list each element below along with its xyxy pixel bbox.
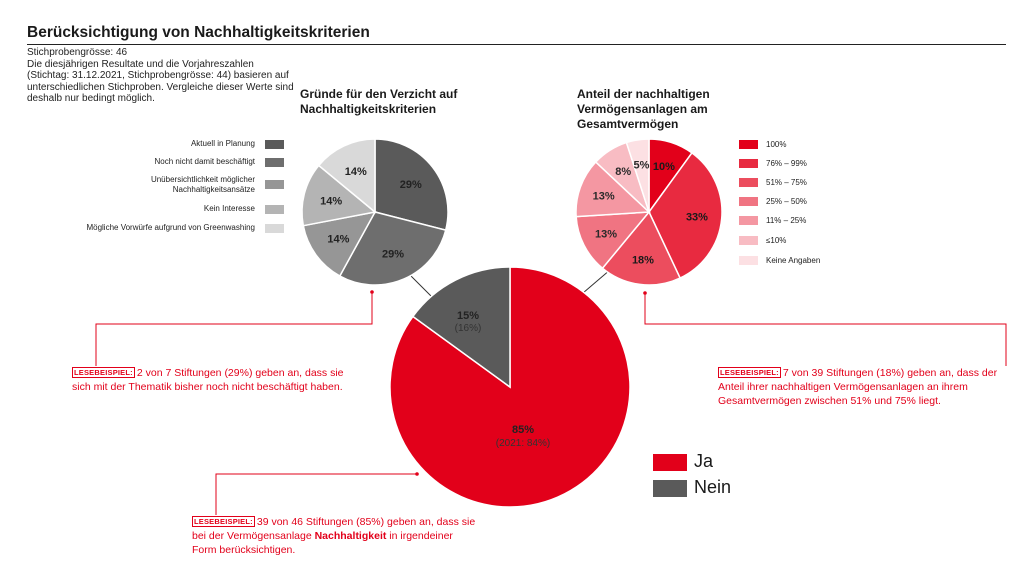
reasons-slice-1 [338,211,447,286]
reasons-legend-label-2: Unübersichtlichkeit möglicher Nachhaltig… [150,175,255,194]
share-slice-1 [648,151,723,280]
reasons-slice-2 [302,210,377,277]
share-legend-swatch-5 [739,236,758,245]
annotation-leader-dot-0 [370,290,374,294]
share-label-0: 10% [653,161,675,173]
share-legend-label-6: Keine Angaben [766,256,821,265]
share-slice-6 [625,138,650,213]
share-legend-swatch-2 [739,178,758,187]
legend-ja-label: Ja [694,451,714,471]
share-slice-4 [575,160,651,218]
annotation-right-leader [644,293,1007,366]
reasons-legend-swatch-2 [265,180,284,189]
annotation-bottom: LESEBEISPIEL: 39 von 46 Stiftungen (85%) … [192,515,477,557]
share-label-6: 5% [634,159,650,171]
share-legend-label-4: 11% – 25% [766,216,807,225]
share-legend-label-2: 51% – 75% [766,178,807,187]
share-legend-swatch-1 [739,159,758,168]
annotation-bottom-pre: 39 von 46 Stiftungen (85%) geben an, das… [192,516,476,542]
share-label-1: 33% [686,211,708,223]
annotation-left-text: 2 von 7 Stiftungen (29%) geben an, dass … [72,367,344,393]
share-pie: 10% 33% 18% 13% 13% 8%5% [575,138,723,286]
reasons-label-1: 29% [382,248,404,260]
main-label-1: 15% [457,310,479,322]
reasons-slice-4 [317,138,376,214]
reasons-chart-title: Gründe für den Verzicht auf Nachhaltigke… [300,87,458,116]
annotation-left: LESEBEISPIEL: 2 von 7 Stiftungen (29%) ge… [72,366,362,394]
reasons-legend-label-4: Mögliche Vorwürfe aufgrund von Greenwash… [86,223,255,232]
legend-nein-label: Nein [694,477,732,497]
share-label-4: 13% [593,191,615,203]
share-label-5: 8% [615,166,631,178]
reasons-slice-3 [301,164,377,227]
lesebeispiel-tag: LESEBEISPIEL: [192,516,255,527]
share-legend-swatch-6 [739,256,758,265]
intro-text: Stichprobengrösse: 46 Die diesjährigen R… [27,47,297,105]
share-legend-swatch-3 [739,197,758,206]
share-slice-2 [601,210,682,286]
share-chart-title: Anteil der nachhaltigen Vermögensanlagen… [577,87,710,131]
annotation-left-leader [95,292,373,366]
reasons-label-2: 14% [327,233,349,245]
annotation-bottom-bold: Nachhaltigkeit [314,530,387,542]
annotation-right: LESEBEISPIEL: 7 von 39 Stiftungen (18%) g… [718,366,1003,408]
main-slice-1 [411,266,511,389]
lesebeispiel-tag: LESEBEISPIEL: [718,367,781,378]
share-label-3: 13% [595,229,617,241]
share-legend-label-0: 100% [766,140,787,149]
share-slice-3 [575,211,651,270]
legend-ja-swatch [653,454,687,471]
reasons-legend-swatch-3 [265,205,284,214]
share-label-2: 18% [632,255,654,267]
share-legend-swatch-4 [739,216,758,225]
share-legend-label-3: 25% – 50% [766,197,807,206]
reasons-legend-swatch-0 [265,140,284,149]
reasons-legend-label-3: Kein Interesse [203,204,255,213]
main-sublabel-0: (2021: 84%) [496,438,550,449]
reasons-legend-swatch-4 [265,224,284,233]
share-legend-swatch-0 [739,140,758,149]
annotation-leader-dot-1 [643,291,647,295]
share-legend-label-5: ≤10% [766,236,787,245]
legend-nein-swatch [653,480,687,497]
title-divider [27,44,1006,45]
reasons-label-4: 14% [345,166,367,178]
annotation-bottom-leader [215,473,417,515]
main-pie: 85% (2021: 84%) 15%(16%) [389,266,631,508]
annotation-leader-dot-2 [415,472,419,476]
sample-size: Stichprobengrösse: 46 [27,47,128,58]
reasons-pie: 29% 29% 14% 14% 14% [301,138,449,286]
reasons-legend-label-1: Noch nicht damit beschäftigt [154,157,256,166]
reasons-slice-0 [374,138,449,232]
lesebeispiel-tag: LESEBEISPIEL: [72,367,135,378]
reasons-legend-label-0: Aktuell in Planung [190,139,255,148]
annotation-right-text: 7 von 39 Stiftungen (18%) geben an, dass… [718,367,998,407]
reasons-label-0: 29% [400,179,422,191]
share-legend-label-1: 76% – 99% [766,159,807,168]
reasons-label-3: 14% [320,196,342,208]
main-label-0: 85% [512,424,534,436]
intro-note: Die diesjährigen Resultate und die Vorja… [27,58,294,105]
reasons-legend-swatch-1 [265,158,284,167]
page-title: Berücksichtigung von Nachhaltigkeitskrit… [27,24,370,41]
main-sublabel-1: (16%) [455,323,482,334]
annotation-bottom-post: in irgendeiner Form berücksichtigen. [192,530,453,556]
